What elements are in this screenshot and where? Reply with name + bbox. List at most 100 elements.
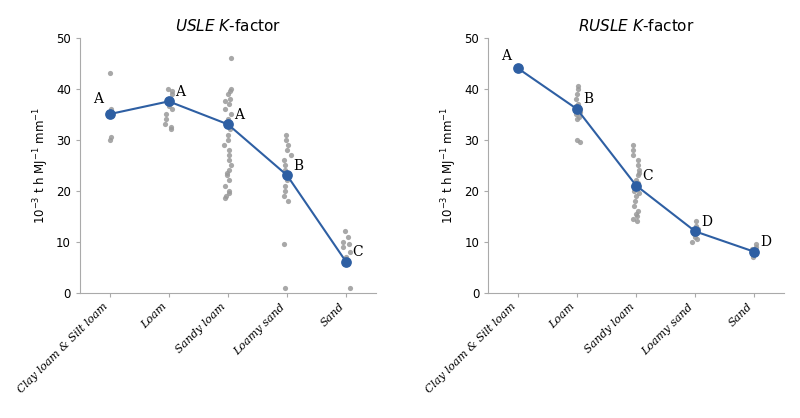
Title: $\it{RUSLE}$ $\it{K}$-factor: $\it{RUSLE}$ $\it{K}$-factor [578, 18, 694, 34]
Point [221, 169, 234, 176]
Point [219, 195, 232, 201]
Point [573, 113, 586, 120]
Point [224, 88, 237, 94]
Point [104, 136, 117, 143]
Point [225, 162, 238, 168]
Point [746, 248, 758, 255]
Point [342, 233, 355, 240]
Point [627, 187, 640, 194]
Point [571, 136, 584, 143]
Point [748, 248, 761, 255]
Point [690, 228, 703, 235]
Point [690, 218, 702, 224]
Point [222, 152, 235, 158]
Point [630, 185, 643, 191]
Point [570, 106, 583, 112]
Point [686, 238, 698, 245]
Point [747, 254, 760, 260]
Point [280, 136, 293, 143]
Point [281, 172, 294, 178]
Point [688, 231, 701, 237]
Point [337, 238, 350, 245]
Point [746, 251, 759, 257]
Point [166, 106, 178, 112]
Point [159, 121, 172, 127]
Point [512, 65, 525, 71]
Point [103, 111, 116, 117]
Point [632, 172, 645, 178]
Point [164, 126, 177, 133]
Point [222, 146, 235, 153]
Point [166, 90, 178, 97]
Point [224, 55, 237, 61]
Point [343, 284, 356, 291]
Point [281, 141, 294, 148]
Point [574, 106, 586, 112]
Point [162, 95, 174, 102]
Point [104, 106, 117, 112]
Point [343, 248, 356, 255]
Point [632, 180, 645, 186]
Point [220, 121, 233, 127]
Point [162, 98, 175, 105]
Point [222, 90, 234, 97]
Point [689, 228, 702, 235]
Point [690, 236, 703, 242]
Point [339, 254, 352, 260]
Point [221, 172, 234, 178]
Point [690, 223, 702, 229]
Point [337, 243, 350, 250]
Point [162, 85, 174, 92]
Point [222, 101, 235, 107]
Point [570, 111, 582, 117]
Point [571, 90, 584, 97]
Point [570, 103, 583, 110]
Point [630, 192, 642, 199]
Point [279, 182, 292, 189]
Text: B: B [293, 159, 303, 173]
Text: A: A [234, 108, 244, 122]
Point [633, 190, 646, 196]
Point [632, 167, 645, 173]
Point [511, 65, 524, 71]
Point [218, 98, 231, 105]
Point [223, 95, 236, 102]
Point [219, 106, 232, 112]
Point [223, 126, 236, 133]
Point [221, 131, 234, 138]
Point [630, 213, 643, 219]
Point [165, 124, 178, 130]
Title: $\it{USLE}$ $\it{K}$-factor: $\it{USLE}$ $\it{K}$-factor [175, 18, 281, 34]
Point [342, 241, 355, 247]
Point [278, 167, 291, 173]
Point [574, 108, 586, 115]
Point [633, 169, 646, 176]
Point [222, 116, 234, 122]
Point [572, 83, 585, 89]
Text: A: A [502, 49, 511, 63]
Point [630, 182, 642, 189]
Point [278, 241, 291, 247]
Point [284, 152, 297, 158]
Point [221, 118, 234, 125]
Point [102, 108, 115, 115]
Point [279, 131, 292, 138]
Point [218, 182, 231, 189]
Point [570, 116, 583, 122]
Point [222, 187, 235, 194]
Point [278, 284, 291, 291]
Point [223, 177, 236, 184]
Point [692, 226, 705, 232]
Point [570, 95, 582, 102]
Point [689, 233, 702, 240]
Point [340, 259, 353, 265]
Point [103, 111, 116, 117]
Point [218, 141, 231, 148]
Point [165, 98, 178, 105]
Point [222, 167, 235, 173]
Point [279, 172, 292, 178]
Point [626, 152, 639, 158]
Point [746, 246, 758, 252]
Point [159, 111, 172, 117]
Point [632, 162, 645, 168]
